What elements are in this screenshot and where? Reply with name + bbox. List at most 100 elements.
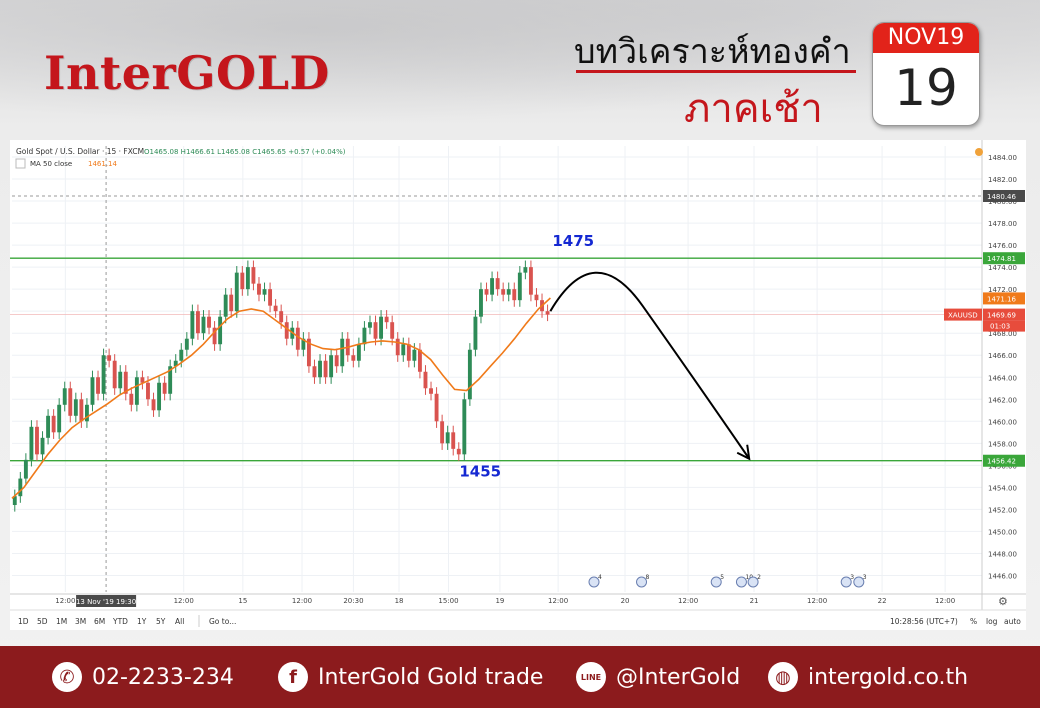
x-tick-label: 12:00	[935, 597, 955, 605]
candle-body	[434, 393, 439, 422]
range-button-1y[interactable]: 1Y	[137, 617, 147, 626]
candle-body	[401, 344, 406, 356]
candle-body	[46, 415, 51, 438]
footer-phone[interactable]: ✆ 02-2233-234	[52, 662, 234, 692]
countdown-tag	[983, 320, 1025, 332]
footer-website[interactable]: ◍ intergold.co.th	[768, 662, 968, 692]
auto-toggle[interactable]: auto	[1004, 617, 1021, 626]
candle-body	[268, 289, 273, 306]
event-flag-count: 8	[646, 574, 650, 581]
candle-body	[429, 388, 433, 394]
candle-body	[23, 459, 28, 479]
range-button-3m[interactable]: 3M	[75, 617, 86, 626]
range-button-1d[interactable]: 1D	[18, 617, 29, 626]
candle-body	[101, 355, 106, 394]
event-flag-icon	[840, 576, 852, 588]
candle-body	[373, 322, 378, 339]
globe-icon: ◍	[768, 662, 798, 692]
x-tick-label: 21	[750, 597, 759, 605]
line-icon: LINE	[576, 662, 606, 692]
facebook-icon: f	[278, 662, 308, 692]
settings-gear-icon: ⚙	[998, 595, 1008, 608]
page-subtitle: ภาคเช้า	[684, 86, 823, 132]
candle-body	[257, 283, 261, 295]
candle-body	[40, 437, 45, 455]
candle-body	[184, 338, 189, 350]
event-flag-icon	[853, 576, 865, 588]
x-tick-label: 22	[878, 597, 887, 605]
candle-body	[179, 349, 184, 361]
candle-body	[295, 327, 300, 350]
price-tag-label: 1456.42	[987, 458, 1016, 466]
candle-body	[490, 278, 495, 295]
annotation-support: 1455	[459, 462, 501, 480]
x-tick-label: 20:30	[343, 597, 363, 605]
candle-body	[423, 371, 428, 389]
chart-ohlc-label: O1465.08 H1466.61 L1465.08 C1465.65 +0.5…	[144, 148, 346, 156]
price-tag-cursor	[983, 189, 1025, 202]
range-button-ytd[interactable]: YTD	[112, 617, 128, 626]
candle-body	[284, 322, 289, 339]
y-tick-label: 1468.00	[988, 330, 1017, 338]
candle-body	[201, 316, 206, 334]
candle-body	[329, 355, 334, 378]
price-chart[interactable]: 1484.00 1482.00 1480.00 1478.00 1476.00 1474.…	[10, 140, 1026, 630]
footer-facebook[interactable]: f InterGold Gold trade	[278, 662, 543, 692]
candle-body	[412, 349, 417, 361]
candle-body	[68, 388, 73, 416]
footer-line[interactable]: LINE @InterGold	[576, 662, 740, 692]
candle-body	[29, 426, 34, 460]
candle-body	[168, 366, 173, 394]
candle-body	[318, 360, 322, 378]
background-map	[0, 0, 1040, 140]
candle-body	[451, 432, 456, 449]
symbol-tag	[944, 308, 982, 321]
event-flag-icon	[747, 576, 759, 588]
ma-line	[11, 297, 551, 499]
x-tick-label: 12:00	[678, 597, 698, 605]
x-tick-label: 20	[621, 597, 630, 605]
candle-body	[262, 289, 267, 295]
price-tag-resistance	[983, 252, 1025, 265]
title-underline	[576, 70, 856, 73]
candle-body	[240, 272, 245, 290]
x-tick-label: 12:00	[548, 597, 568, 605]
x-tick-label: 15	[238, 597, 247, 605]
calendar-month: NOV19	[873, 23, 979, 53]
footer-website-text: intergold.co.th	[808, 664, 969, 690]
range-button-5d[interactable]: 5D	[37, 617, 48, 626]
candle-body	[479, 289, 483, 317]
range-button-all[interactable]: All	[175, 617, 184, 626]
candle-body	[356, 344, 361, 361]
range-button-1m[interactable]: 1M	[56, 617, 67, 626]
x-tick-label: 12:00	[55, 597, 75, 605]
candle-body	[473, 316, 478, 350]
candle-body	[73, 399, 78, 416]
y-tick-label: 1462.00	[988, 396, 1017, 404]
candle-body	[129, 393, 134, 405]
log-toggle[interactable]: log	[986, 617, 998, 626]
range-button-5y[interactable]: 5Y	[156, 617, 166, 626]
y-tick-label: 1476.00	[988, 242, 1017, 250]
candle-body	[340, 338, 345, 367]
y-tick-label: 1460.00	[988, 418, 1017, 426]
phone-icon: ✆	[52, 662, 82, 692]
candle-body	[379, 316, 384, 339]
percent-toggle[interactable]: %	[970, 617, 977, 626]
price-tag-price	[983, 308, 1025, 321]
candle-body	[207, 316, 211, 328]
chart-panel[interactable]: 1484.00 1482.00 1480.00 1478.00 1476.00 1474.…	[10, 140, 1026, 630]
range-button-6m[interactable]: 6M	[94, 617, 105, 626]
candle-body	[362, 327, 367, 345]
crosshair-time-label: 13 Nov '19 19:30	[76, 598, 136, 606]
candle-body	[528, 267, 533, 295]
goto-button[interactable]: Go to...	[209, 617, 236, 626]
x-tick-label: 12:00	[807, 597, 827, 605]
event-flag-count: 5	[720, 574, 724, 581]
candle-body	[212, 327, 217, 345]
x-tick-label: 19	[495, 597, 504, 605]
candle-body	[190, 311, 195, 339]
x-tick-label: 18	[395, 597, 404, 605]
candle-body	[146, 382, 150, 400]
